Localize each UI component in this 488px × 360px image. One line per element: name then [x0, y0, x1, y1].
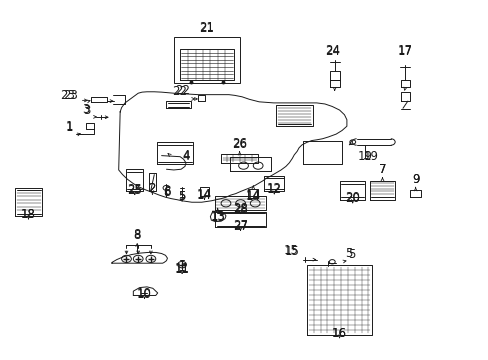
Text: 23: 23: [60, 89, 75, 102]
Text: 11: 11: [174, 262, 189, 275]
Text: 15: 15: [284, 245, 299, 258]
Text: 21: 21: [199, 22, 214, 35]
Text: 14: 14: [245, 190, 260, 203]
Text: 13: 13: [210, 210, 224, 223]
Text: 28: 28: [233, 202, 247, 215]
Text: 10: 10: [137, 288, 152, 301]
Text: 1: 1: [65, 121, 73, 134]
Text: 25: 25: [127, 183, 142, 196]
Text: 22: 22: [172, 85, 186, 98]
Text: 20: 20: [345, 192, 360, 204]
Text: 1: 1: [65, 120, 73, 134]
Text: 3: 3: [82, 103, 89, 116]
Text: 5: 5: [347, 248, 354, 261]
Text: 9: 9: [411, 174, 419, 186]
Text: 5: 5: [178, 190, 185, 203]
Text: 24: 24: [324, 44, 339, 57]
Text: 7: 7: [378, 163, 386, 176]
Text: 6: 6: [163, 186, 170, 199]
Text: 23: 23: [63, 89, 78, 102]
Text: 18: 18: [21, 207, 36, 221]
Text: 12: 12: [266, 183, 281, 195]
Text: 17: 17: [397, 44, 412, 57]
Text: 16: 16: [331, 327, 346, 340]
Text: 18: 18: [21, 208, 36, 221]
Text: 5: 5: [178, 190, 185, 203]
Text: 4: 4: [182, 150, 189, 163]
Text: 3: 3: [83, 104, 91, 117]
Text: 25: 25: [127, 184, 142, 197]
Text: 17: 17: [397, 45, 412, 58]
Text: 14: 14: [197, 189, 212, 202]
Text: 28: 28: [233, 203, 247, 216]
Text: 2: 2: [148, 183, 156, 195]
Bar: [173, 37, 239, 83]
Text: 2: 2: [148, 183, 156, 195]
Text: 8: 8: [133, 228, 141, 241]
Text: 4: 4: [182, 149, 189, 162]
Text: 22: 22: [175, 84, 189, 97]
Text: 6: 6: [163, 185, 170, 198]
Text: 14: 14: [197, 188, 212, 201]
Text: 27: 27: [233, 220, 247, 233]
Text: 9: 9: [411, 173, 419, 186]
Text: 14: 14: [245, 189, 260, 202]
Text: 26: 26: [232, 138, 246, 150]
Text: 8: 8: [133, 229, 141, 242]
Text: 27: 27: [233, 219, 247, 232]
Text: 19: 19: [357, 150, 372, 163]
Text: 20: 20: [345, 192, 360, 205]
Text: 5: 5: [345, 247, 352, 260]
Text: 15: 15: [283, 244, 298, 257]
Text: 12: 12: [266, 183, 281, 196]
Text: 19: 19: [363, 150, 378, 163]
Text: 13: 13: [210, 211, 224, 224]
Text: 24: 24: [324, 45, 339, 58]
Text: 10: 10: [137, 287, 152, 300]
Text: 11: 11: [174, 263, 189, 276]
Text: 26: 26: [232, 137, 246, 150]
Text: 16: 16: [331, 327, 346, 339]
Text: 21: 21: [199, 21, 214, 35]
Text: 7: 7: [378, 163, 386, 176]
